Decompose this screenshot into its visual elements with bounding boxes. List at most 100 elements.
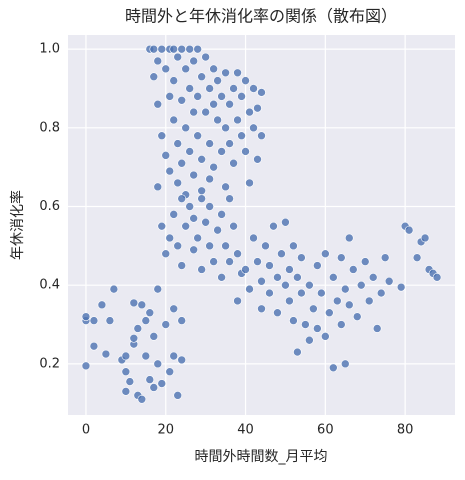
point <box>81 312 91 321</box>
point <box>265 261 274 270</box>
point <box>209 64 218 74</box>
point <box>189 107 198 117</box>
point <box>153 56 163 66</box>
point <box>125 377 135 386</box>
point <box>165 166 175 176</box>
point <box>380 253 390 262</box>
point <box>289 316 298 325</box>
point <box>285 265 294 274</box>
point <box>432 273 442 282</box>
chart-title: 時間外と年休消化率の関係（散布図） <box>125 7 397 26</box>
point <box>161 151 171 160</box>
point <box>253 257 262 266</box>
point <box>404 225 414 235</box>
point <box>336 253 346 262</box>
x-tick-label: 80 <box>397 423 414 438</box>
point <box>245 284 254 294</box>
point <box>305 335 314 345</box>
point <box>129 333 139 343</box>
point <box>257 276 266 286</box>
x-tick-label: 20 <box>157 423 174 438</box>
point <box>137 394 147 404</box>
point <box>237 92 246 101</box>
point <box>173 139 183 148</box>
x-tick-label: 60 <box>317 423 334 438</box>
plot-area <box>68 35 455 415</box>
point <box>193 233 202 243</box>
point <box>221 182 230 192</box>
x-tick-label: 40 <box>237 423 254 438</box>
point <box>149 72 159 81</box>
point <box>249 233 258 243</box>
point <box>205 84 214 93</box>
point <box>305 280 314 290</box>
point <box>217 147 226 156</box>
point <box>161 64 171 74</box>
point <box>149 332 159 341</box>
point <box>101 349 111 359</box>
point <box>317 288 326 298</box>
point <box>293 347 302 357</box>
point <box>360 257 370 266</box>
y-tick-label: 0.4 <box>39 278 60 293</box>
point <box>121 351 131 361</box>
point <box>237 131 246 141</box>
point <box>185 44 194 54</box>
point <box>177 44 187 54</box>
point <box>329 363 338 373</box>
point <box>297 253 306 262</box>
point <box>233 68 242 78</box>
point <box>89 341 99 351</box>
point <box>281 217 290 227</box>
point <box>157 379 167 388</box>
point <box>193 92 202 101</box>
point <box>321 332 330 341</box>
point <box>313 261 322 270</box>
point <box>189 245 198 255</box>
point <box>185 147 194 156</box>
point <box>269 221 278 231</box>
point <box>185 202 194 211</box>
point <box>129 298 139 308</box>
y-tick-label: 1.0 <box>39 42 60 57</box>
point <box>249 123 258 133</box>
point <box>145 375 155 384</box>
point <box>348 265 358 274</box>
point <box>141 316 151 325</box>
point <box>309 304 318 314</box>
point <box>89 316 99 325</box>
point <box>209 257 218 266</box>
point <box>169 115 179 125</box>
point <box>344 300 354 310</box>
point <box>213 225 222 235</box>
point <box>209 162 218 172</box>
point <box>229 84 238 93</box>
point <box>177 194 187 203</box>
point <box>321 249 330 259</box>
point <box>161 249 171 259</box>
point <box>225 99 234 109</box>
point <box>245 107 254 117</box>
point <box>177 158 187 168</box>
point <box>352 312 362 321</box>
point <box>181 64 190 74</box>
point <box>340 359 350 369</box>
point <box>253 155 262 164</box>
point <box>329 273 338 282</box>
point <box>205 241 214 251</box>
point <box>121 367 131 377</box>
point <box>169 351 179 361</box>
point <box>201 52 210 62</box>
point <box>356 280 366 290</box>
point <box>197 194 206 203</box>
point <box>221 68 230 78</box>
point <box>245 178 254 188</box>
point <box>233 115 242 125</box>
point <box>221 123 230 133</box>
point <box>225 257 234 266</box>
point <box>173 178 183 188</box>
point <box>233 296 242 306</box>
point <box>412 253 422 262</box>
point <box>297 288 306 298</box>
point <box>177 96 187 105</box>
